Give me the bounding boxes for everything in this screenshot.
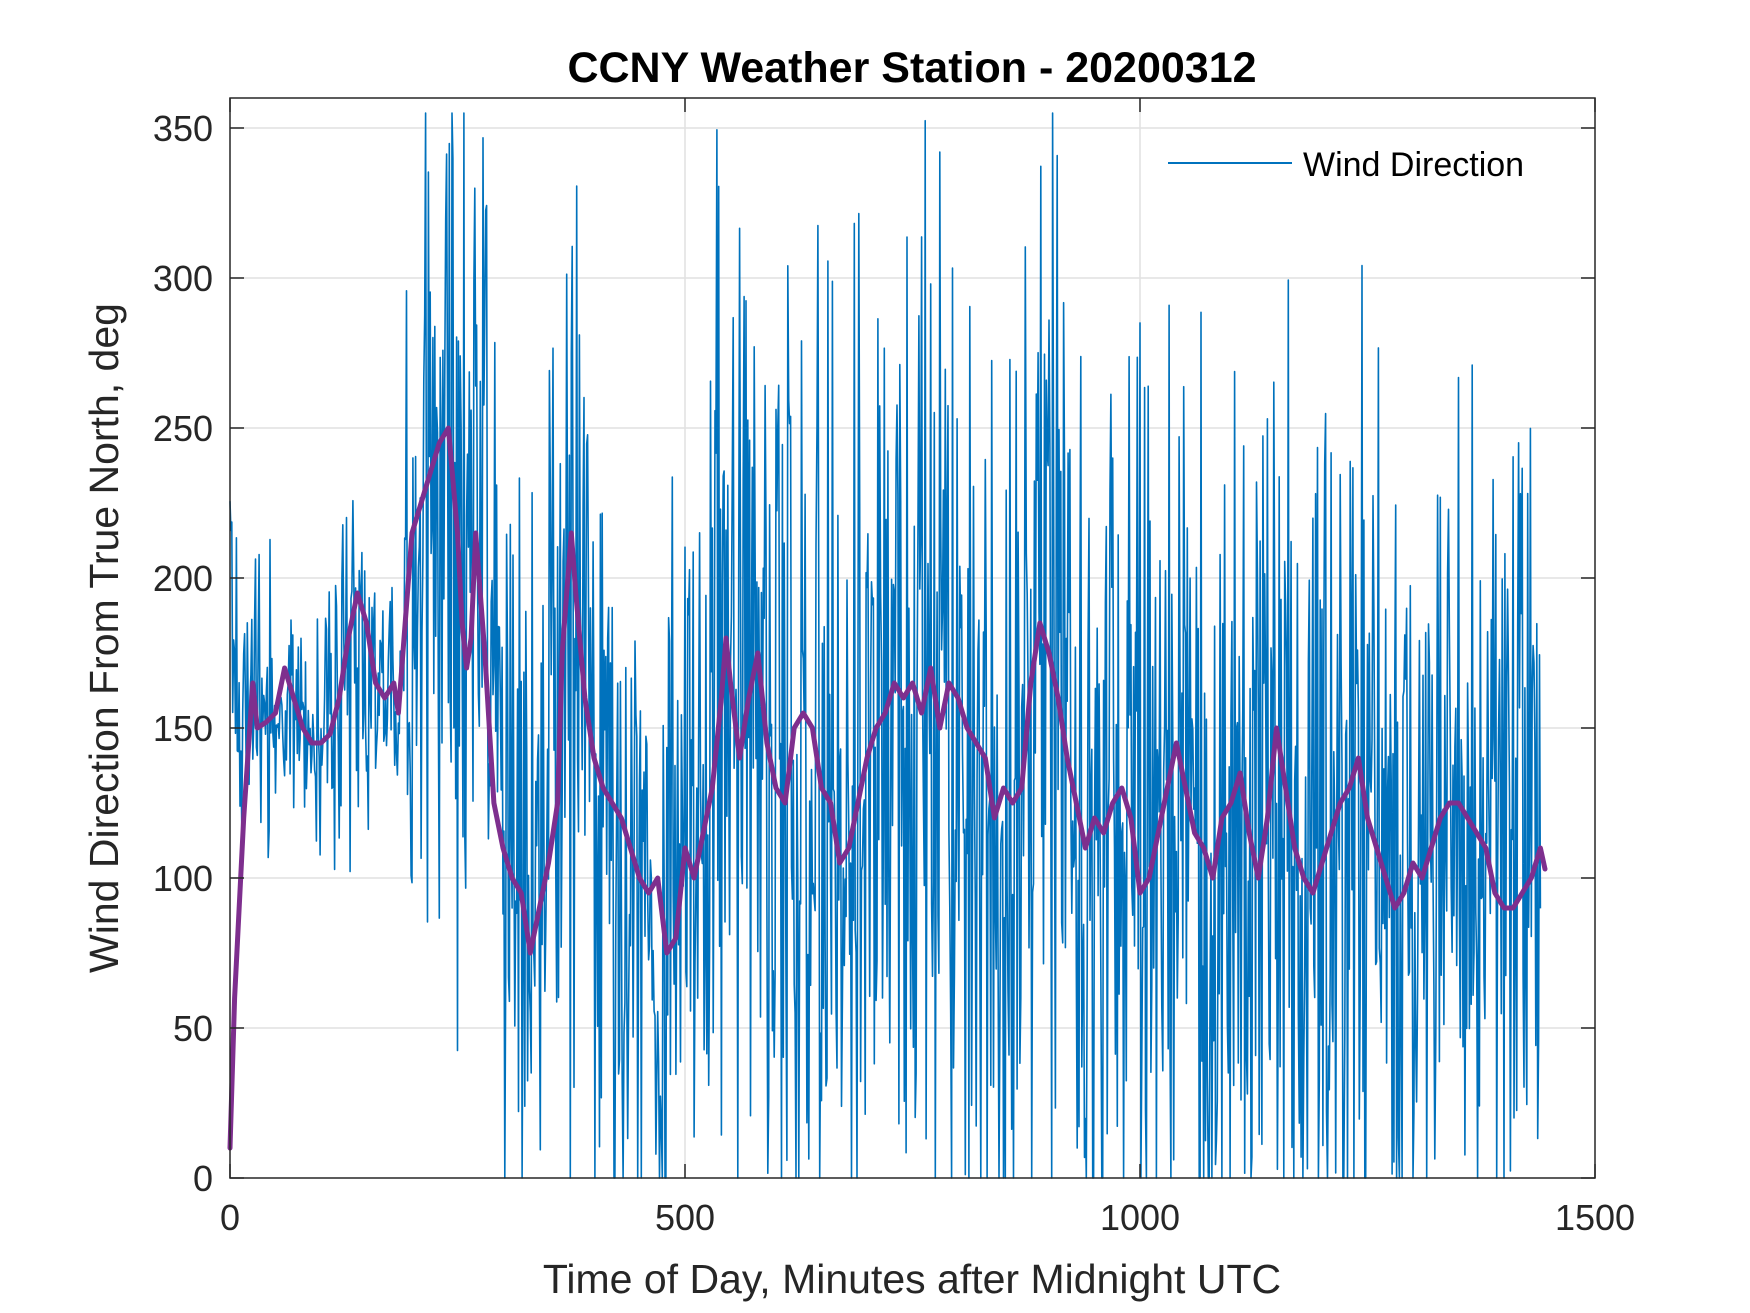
x-tick-label-0: 0 [220,1197,240,1238]
x-tick-label-1500: 1500 [1555,1197,1635,1238]
y-tick-label-350: 350 [153,108,213,149]
tick-marks [229,98,1596,1179]
legend-label-wind-direction: Wind Direction [1303,146,1524,184]
series-smoothed [227,425,1548,1151]
x-tick-label-500: 500 [655,1197,715,1238]
x-axis-label: Time of Day, Minutes after Midnight UTC [543,1256,1281,1302]
y-tick-label-200: 200 [153,558,213,599]
series-wind-direction [229,112,1542,1179]
x-tick-label-1000: 1000 [1100,1197,1180,1238]
tick-labels: 0 500 1000 1500 0 50 100 150 200 250 300 350 [153,108,1635,1238]
y-tick-label-50: 50 [173,1008,213,1049]
legend: Wind Direction [1168,146,1524,184]
data-lines [227,112,1548,1179]
y-tick-label-300: 300 [153,258,213,299]
y-tick-label-100: 100 [153,858,213,899]
y-tick-label-250: 250 [153,408,213,449]
axes-box [229,97,1596,1179]
y-tick-label-0: 0 [193,1158,213,1199]
y-axis-label: Wind Direction From True North, deg [81,303,127,973]
chart-title: CCNY Weather Station - 20200312 [567,44,1256,92]
y-tick-label-150: 150 [153,708,213,749]
